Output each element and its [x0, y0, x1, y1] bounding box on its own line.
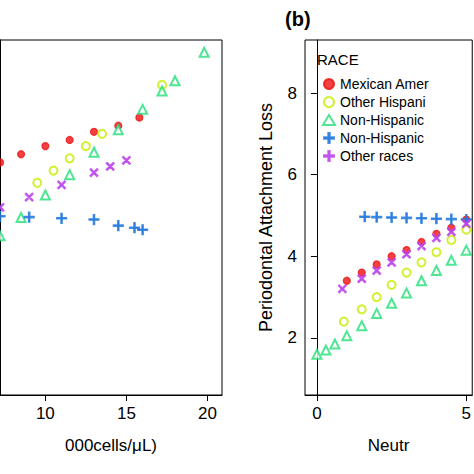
svg-text:10: 10 [36, 404, 55, 423]
svg-text:4: 4 [288, 247, 297, 266]
svg-text:15: 15 [117, 404, 136, 423]
svg-text:000cells/μL): 000cells/μL) [65, 436, 157, 455]
svg-text:Non-Hispanic: Non-Hispanic [340, 112, 424, 128]
svg-text:Other Hispani: Other Hispani [340, 94, 426, 110]
svg-text:Periodontal Attachment Loss: Periodontal Attachment Loss [256, 103, 276, 332]
svg-text:Neutr: Neutr [368, 436, 410, 455]
svg-text:5: 5 [462, 404, 471, 423]
svg-text:0: 0 [312, 404, 321, 423]
svg-text:(b): (b) [285, 8, 311, 30]
svg-text:Non-Hispanic: Non-Hispanic [340, 130, 428, 146]
svg-text:2: 2 [288, 328, 297, 347]
svg-text:Other races: Other races [340, 148, 413, 164]
svg-text:6: 6 [288, 165, 297, 184]
svg-text:20: 20 [198, 404, 217, 423]
svg-text:RACE: RACE [317, 51, 359, 68]
svg-text:Mexican Amer: Mexican Amer [340, 76, 429, 92]
svg-text:8: 8 [288, 84, 297, 103]
